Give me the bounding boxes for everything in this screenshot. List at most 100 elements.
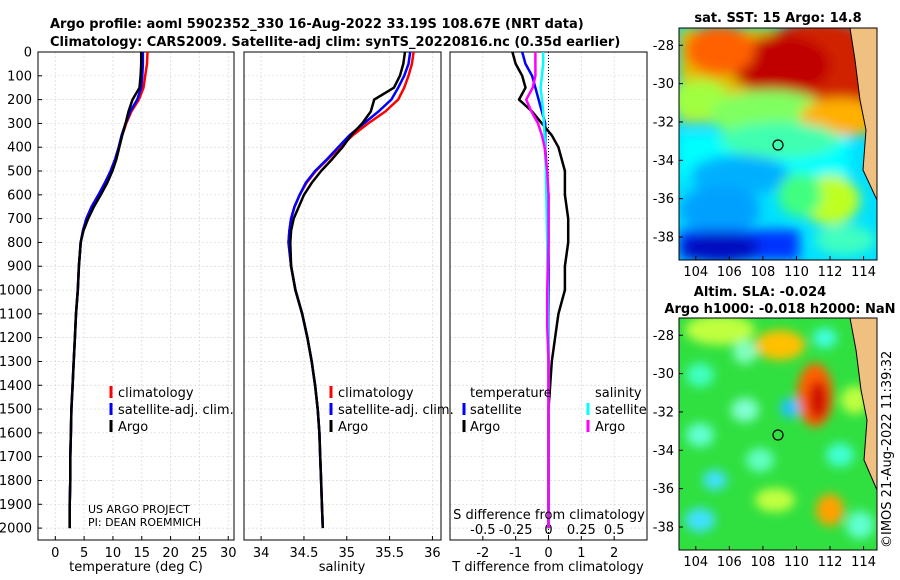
y-tick-label: 1500 [0,403,32,418]
x-tick-label: 0 [51,546,59,561]
map-x-tick-label: 108 [750,555,775,570]
x-tick-label: 10 [105,546,122,561]
project-line-2: PI: DEAN ROEMMICH [88,516,201,529]
map-y-tick-label: -30 [653,77,674,92]
map-y-tick-label: -34 [653,154,674,169]
sla-map: 104 106 108 110 112 114 -28 -30 -32 -34 -36 -38 [653,317,878,570]
map-x-tick-label: 106 [717,265,742,280]
y-tick-label: 0 [24,46,32,61]
sla-field [685,318,874,539]
map-y-tick-label: -28 [653,329,674,344]
temperature-panel: 0 5 10 15 20 25 300100200300400500600700800900… [0,46,237,562]
legend-label-sal-argo: Argo [595,420,625,435]
series-group [511,52,570,529]
map-x-tick-label: 114 [851,555,876,570]
x-tick-label: 5 [80,546,88,561]
y-tick-label: 300 [7,117,32,132]
legend-label-temp-argo: Argo [470,420,500,435]
map-y-tick-label: -38 [653,230,674,245]
sst-coastline [849,28,877,201]
y-tick-label: 500 [7,165,32,180]
differences-top-xlabel: S difference from climatology [453,508,645,523]
temperature-legend: climatology satellite-adj. clim. Argo [109,386,234,435]
map-x-tick-label: 104 [683,555,708,570]
legend-label-climatology: climatology [338,386,414,401]
map-x-tick-label: 108 [750,265,775,280]
grid [244,51,441,540]
series-line-argo [68,52,143,529]
sla-map-title-2: Argo h1000: -0.018 h2000: NaN [664,302,895,317]
y-tick-label: 1700 [0,450,32,465]
sst-map-title: sat. SST: 15 Argo: 14.8 [694,11,861,26]
map-y-tick-label: -28 [653,39,674,54]
y-tick-label: 1800 [0,474,32,489]
x-tick-label: 20 [162,546,179,561]
x-tick-label: 0 [544,546,552,561]
imos-stamp-text: ©IMOS 21-Aug-2022 11:39:32 [880,350,895,548]
x-tick-label: 34 [253,546,270,561]
y-tick-label: 600 [7,188,32,203]
y-tick-label: 2000 [0,522,32,537]
title-line-2: Climatology: CARS2009. Satellite-adj cli… [50,35,620,50]
legend-label-temp-satellite: satellite [470,403,522,418]
top-x-tick-label: 0.25 [567,523,596,538]
map-x-tick-label: 110 [784,265,809,280]
series-group [68,52,149,529]
y-tick-label: 400 [7,141,32,156]
x-tick-label: 25 [191,546,208,561]
project-line-1: US ARGO PROJECT [88,503,190,516]
series-line-argo [289,52,407,529]
axes: 34 34.5 35 35.5 36 [253,536,441,561]
differences-xlabel: T difference from climatology [451,560,644,575]
temperature-xlabel: temperature (deg C) [69,560,203,575]
x-tick-label: 1 [577,546,585,561]
salinity-panel: 34 34.5 35 35.5 36 [243,51,442,561]
sst-map-axes: 104 106 108 110 112 114 -28 -30 -32 -34 -36 -38 [653,39,876,280]
sst-map: 104 106 108 110 112 114 -28 -30 -32 -34 -36 -38 [653,27,878,280]
map-x-tick-label: 112 [818,555,843,570]
series-line-salinity-argo [524,52,550,529]
legend-label-satellite: satellite-adj. clim. [338,403,454,418]
y-tick-label: 1000 [0,284,32,299]
top-x-tick-label: -0.25 [499,523,533,538]
legend-title-salinity: salinity [595,386,642,401]
differences-panel: -2 -1 0 1 2 -0.5 -0.25 0 0.25 0.5 [449,51,648,561]
y-tick-label: 1400 [0,379,32,394]
map-y-tick-label: -32 [653,115,674,130]
map-y-tick-label: -36 [653,192,674,207]
x-tick-label: -2 [476,546,489,561]
map-y-tick-label: -32 [653,405,674,420]
map-x-tick-label: 114 [851,265,876,280]
x-tick-label: 34.5 [289,546,318,561]
sst-float-marker [772,139,784,151]
legend-label-argo: Argo [338,420,368,435]
y-tick-label: 100 [7,69,32,84]
sla-map-frame [678,317,878,551]
differences-legend: temperature salinity satellite Argo sate… [462,386,647,435]
y-tick-label: 900 [7,260,32,275]
map-y-tick-label: -36 [653,482,674,497]
legend-label-satellite: satellite-adj. clim. [118,403,234,418]
sla-map-axes: 104 106 108 110 112 114 -28 -30 -32 -34 -36 -38 [653,329,876,570]
plot-frame [243,51,442,541]
legend-label-argo: Argo [118,420,148,435]
map-y-tick-label: -30 [653,367,674,382]
y-tick-label: 800 [7,236,32,251]
series-group [287,52,415,529]
y-tick-label: 1100 [0,307,32,322]
plot-frame [37,51,235,541]
title-line-1: Argo profile: aoml 5902352_330 16-Aug-20… [50,17,584,32]
x-tick-label: 35 [339,546,356,561]
axes: -2 -1 0 1 2 -0.5 -0.25 0 0.25 0.5 [470,523,624,561]
legend-label-climatology: climatology [118,386,194,401]
legend-title-temperature: temperature [470,386,552,401]
top-x-tick-label: 0.5 [604,523,625,538]
sla-float-marker [772,429,784,441]
series-line-climatology [287,52,415,529]
x-tick-label: 35.5 [375,546,404,561]
series-line-temperature-argo [511,52,570,529]
map-x-tick-label: 106 [717,555,742,570]
map-x-tick-label: 104 [683,265,708,280]
y-tick-label: 1300 [0,355,32,370]
